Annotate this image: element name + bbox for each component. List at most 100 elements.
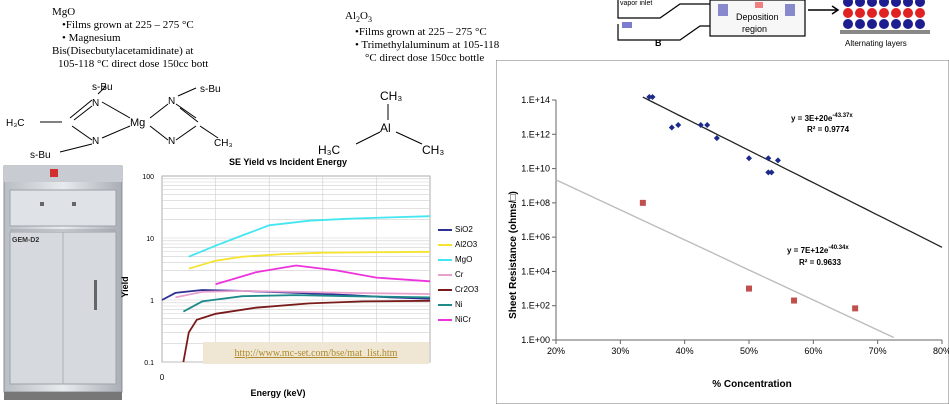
- sr-xtick-0: 20%: [547, 346, 565, 356]
- mgo-line-4: 105-118 °C direct dose 150cc bott: [58, 58, 209, 70]
- sr-ytick-3: 1.E+08: [521, 198, 550, 208]
- mgo-description: MgO •Films grown at 225 – 275 °C • Magne…: [52, 6, 267, 71]
- sr-point-0-6: [713, 135, 720, 142]
- se-chart-xlabel: Energy (keV): [250, 388, 305, 398]
- se-legend-swatch: [438, 273, 452, 276]
- ald-deposition-label: Deposition: [736, 12, 779, 22]
- al2o3-description: Al2O3 •Films grown at 225 – 275 °C • Tri…: [345, 10, 535, 65]
- mgo-line-1: •Films grown at 225 – 275 °C: [62, 19, 194, 31]
- sr-xtick-1: 30%: [611, 346, 629, 356]
- se-legend-swatch: [438, 258, 452, 261]
- instrument-logo-icon: [50, 169, 58, 177]
- ald-region-label: region: [742, 24, 767, 34]
- mg-label-mg: Mg: [130, 117, 145, 129]
- sr-ytick-4: 1.E+06: [521, 232, 550, 242]
- se-chart-yticks: 100 10 1 0.1: [142, 174, 154, 367]
- sr-point-0-0: [646, 93, 653, 100]
- sr-ytick-2: 1.E+10: [521, 164, 550, 174]
- ald-b-label: B: [655, 38, 662, 48]
- sr-xtick-6: 80%: [933, 346, 949, 356]
- sr-fit-line-1: [642, 96, 943, 248]
- se-legend-cr2o3: Cr2O3: [438, 282, 496, 297]
- sr-point-1-2: [791, 297, 798, 304]
- se-legend-nicr: NiCr: [438, 312, 496, 327]
- al2o3-line-2: • Trimethylaluminum at 105-118: [355, 39, 500, 52]
- svg-text:y = 7E+12e-40.34x: y = 7E+12e-40.34x: [787, 245, 849, 255]
- se-yield-chart: SE Yield vs Incident Energy Yield Energy…: [120, 157, 431, 398]
- mg-label-h3c: H₃C: [6, 118, 25, 129]
- gem-d2-instrument-photo: GEM-D2: [0, 160, 128, 404]
- se-ytick-0: 100: [142, 174, 154, 181]
- tma-label-al: Al: [380, 121, 391, 135]
- mg-label-n4: N: [168, 136, 175, 147]
- sr-chart-axes: 1.E+14 1.E+12 1.E+10 1.E+08 1.E+06 1.E+04 1.E+…: [521, 95, 949, 356]
- sr-point-0-1: [649, 93, 656, 100]
- svg-text:y = 3E+20e-43.37x: y = 3E+20e-43.37x: [791, 113, 853, 123]
- se-legend-label: NiCr: [455, 315, 471, 324]
- sr-fit-label-red: y = 7E+12e-40.34x R² = 0.9633: [787, 245, 849, 267]
- se-legend-al2o3: Al2O3: [438, 237, 496, 252]
- al2o3-title-sub1: 2: [356, 15, 360, 25]
- se-legend-swatch: [438, 318, 452, 321]
- se-legend-label: Ni: [455, 300, 463, 309]
- sr-fit-r2-1: R² = 0.9774: [807, 125, 850, 134]
- sr-ytick-0: 1.E+14: [521, 95, 550, 105]
- se-ytick-3: 0.1: [144, 360, 154, 367]
- se-series-ni: [182, 294, 431, 313]
- se-legend-swatch: [438, 288, 452, 291]
- se-legend-label: MgO: [455, 255, 473, 264]
- mg-label-sbu-right: s-Bu: [200, 84, 221, 95]
- sr-point-0-10: [768, 169, 775, 176]
- se-legend-swatch: [438, 303, 452, 306]
- se-legend-label: SiO2: [455, 225, 473, 234]
- se-chart-grid: [161, 175, 431, 363]
- sr-point-1-1: [746, 285, 752, 292]
- se-legend-label: Al2O3: [455, 240, 478, 249]
- sr-ytick-7: 1.E+00: [521, 335, 550, 345]
- se-legend-cr: Cr: [438, 267, 496, 282]
- al2o3-title: Al2O3: [345, 10, 535, 26]
- mgo-title: MgO: [52, 6, 76, 18]
- alternating-layers-graphic: [840, 0, 930, 34]
- sheet-resistance-chart: Sheet Resistance (ohms/□) % Concentratio…: [496, 60, 949, 404]
- se-series-cr: [175, 289, 431, 299]
- mg-label-ch3: CH₃: [214, 138, 233, 149]
- sr-fit-eq-1: y = 3E+20e: [791, 114, 833, 123]
- sr-xtick-5: 70%: [869, 346, 887, 356]
- sr-point-0-4: [697, 121, 704, 128]
- se-legend-sio2: SiO2: [438, 222, 496, 237]
- se-legend-mgo: MgO: [438, 252, 496, 267]
- se-legend-swatch: [438, 228, 452, 231]
- se-legend-swatch: [438, 243, 452, 246]
- al2o3-title-sub2: 3: [367, 15, 372, 25]
- se-chart-ylabel: Yield: [120, 276, 130, 297]
- ald-arrow-inlet: [622, 22, 632, 28]
- sr-ytick-6: 1.E+02: [521, 301, 550, 311]
- se-series-nicr: [215, 264, 431, 286]
- se-legend-label: Cr: [455, 270, 464, 279]
- sr-fit-line-2: [555, 179, 895, 339]
- se-chart-legend: SiO2 Al2O3 MgO Cr Cr2O3 Ni NiCr: [438, 222, 496, 327]
- sr-chart-fit-lines: [555, 96, 943, 339]
- sr-ytick-5: 1.E+04: [521, 266, 550, 276]
- source-url-link[interactable]: http://www.mc-set.com/bse/mat_list.htm: [203, 342, 429, 364]
- sr-point-0-2: [668, 124, 675, 131]
- sr-chart-xlabel: % Concentration: [712, 379, 791, 390]
- mg-label-sbu-bottom: s-Bu: [30, 150, 51, 161]
- sr-point-0-9: [765, 169, 772, 176]
- sr-ytick-1: 1.E+12: [521, 129, 550, 139]
- se-chart-series: [161, 215, 431, 363]
- sr-point-0-5: [704, 121, 711, 128]
- se-chart-xtick-0: 0: [160, 373, 165, 382]
- mg-label-n3: N: [168, 96, 175, 107]
- sr-fit-eq-2: y = 7E+12e: [787, 246, 829, 255]
- mg-label-n2: N: [92, 136, 99, 147]
- mg-label-sbu-top: s-Bu: [92, 82, 113, 93]
- sr-fit-exp-2: -40.34x: [828, 245, 849, 251]
- sr-point-0-3: [675, 121, 682, 128]
- se-ytick-2: 1: [150, 298, 154, 305]
- tma-structure: CH₃ Al H₃C CH₃: [318, 89, 444, 157]
- sr-xtick-2: 40%: [676, 346, 694, 356]
- sr-point-0-7: [746, 155, 752, 162]
- se-legend-label: Cr2O3: [455, 285, 479, 294]
